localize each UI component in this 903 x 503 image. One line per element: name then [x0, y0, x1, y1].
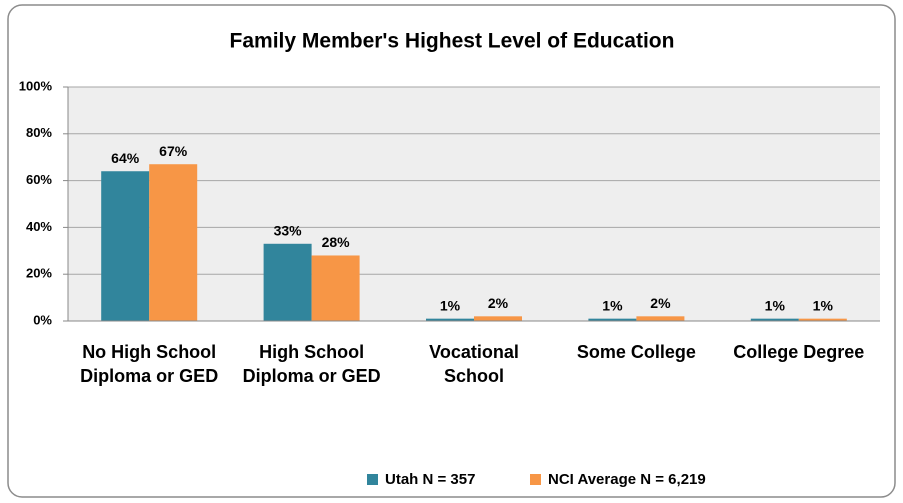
y-tick-label: 40% [26, 219, 52, 234]
data-label: 1% [602, 297, 623, 313]
bar [263, 243, 312, 321]
y-tick-label: 60% [26, 172, 52, 187]
data-label: 1% [813, 297, 834, 313]
data-label: 33% [274, 222, 303, 238]
legend-swatch [367, 474, 378, 485]
y-tick-label: 100% [19, 78, 53, 93]
bar [588, 318, 637, 321]
x-tick-label: Vocational School [429, 342, 519, 386]
x-tick-label: College Degree [733, 342, 865, 362]
data-label: 28% [322, 234, 351, 250]
legend-label: Utah N = 357 [385, 471, 475, 488]
legend-swatch [530, 474, 541, 485]
data-label: 2% [650, 295, 671, 311]
bar [149, 164, 198, 321]
bar [426, 318, 474, 321]
bar [636, 316, 685, 321]
data-label: 64% [111, 150, 140, 166]
legend-label: NCI Average N = 6,219 [548, 471, 706, 488]
x-tick-label: Some College [576, 342, 696, 362]
plot-area [68, 87, 880, 321]
y-tick-label: 20% [26, 266, 52, 281]
data-label: 1% [765, 297, 786, 313]
data-label: 1% [440, 297, 461, 313]
data-label: 67% [159, 143, 188, 159]
bar [750, 318, 799, 321]
x-tick-label: No High School Diploma or GED [80, 342, 219, 386]
bar [101, 171, 150, 321]
data-label: 2% [488, 295, 509, 311]
y-tick-label: 80% [26, 125, 52, 140]
bar [311, 255, 360, 321]
x-tick-label: High School Diploma or GED [242, 342, 381, 386]
y-tick-label: 0% [33, 312, 52, 327]
bar [474, 316, 522, 321]
bar [798, 318, 847, 321]
chart-title: Family Member's Highest Level of Educati… [230, 30, 675, 53]
